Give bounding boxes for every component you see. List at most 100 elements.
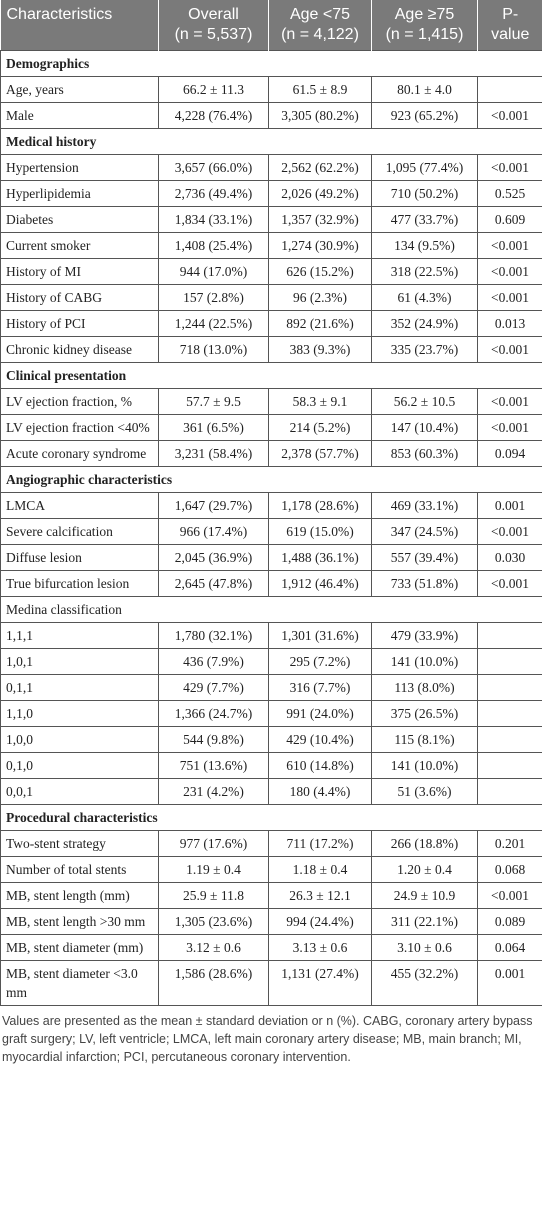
row-label: History of MI [0,258,159,285]
data-row: Diffuse lesion 2,045 (36.9%) 1,488 (36.1%)… [0,544,542,571]
subheading: Medina classification [0,596,542,623]
header-cell: Overall (n = 5,537) [158,0,269,51]
cell: 58.3 ± 9.1 [268,388,372,415]
cell: 295 (7.2%) [268,648,372,675]
cell: <0.001 [477,102,542,129]
cell: 214 (5.2%) [268,414,372,441]
header-text: (n = 1,415) [385,26,464,43]
data-row: 1,0,1 436 (7.9%) 295 (7.2%) 141 (10.0%) [0,648,542,675]
cell [477,674,542,701]
cell: 1.18 ± 0.4 [268,856,372,883]
cell: 113 (8.0%) [371,674,478,701]
header-text: Overall [188,6,239,23]
cell: 2,562 (62.2%) [268,154,372,181]
cell: 2,736 (49.4%) [158,180,269,207]
cell: 3.10 ± 0.6 [371,934,478,961]
cell: 544 (9.8%) [158,726,269,753]
section-title: Angiographic characteristics [0,466,542,493]
section-title: Medical history [0,128,542,155]
header-text: Characteristics [6,6,113,23]
cell: 80.1 ± 4.0 [371,76,478,103]
data-row: Current smoker 1,408 (25.4%) 1,274 (30.9%)… [0,232,542,259]
header-cell: Age <75 (n = 4,122) [268,0,372,51]
data-row: True bifurcation lesion 2,645 (47.8%) 1,91… [0,570,542,597]
cell: 733 (51.8%) [371,570,478,597]
cell: 0.030 [477,544,542,571]
cell: <0.001 [477,258,542,285]
data-row: 0,0,1 231 (4.2%) 180 (4.4%) 51 (3.6%) [0,778,542,805]
cell: 96 (2.3%) [268,284,372,311]
row-label: Hyperlipidemia [0,180,159,207]
cell: 711 (17.2%) [268,830,372,857]
cell [477,752,542,779]
row-label: True bifurcation lesion [0,570,159,597]
cell: 361 (6.5%) [158,414,269,441]
cell: 0.068 [477,856,542,883]
data-row: 1,1,0 1,366 (24.7%) 991 (24.0%) 375 (26.5%) [0,700,542,727]
row-label: Diabetes [0,206,159,233]
row-label: 0,1,0 [0,752,159,779]
cell: 266 (18.8%) [371,830,478,857]
cell: 619 (15.0%) [268,518,372,545]
data-row: LV ejection fraction <40% 361 (6.5%) 214 (… [0,414,542,441]
cell: 335 (23.7%) [371,336,478,363]
characteristics-table: Characteristics Overall (n = 5,537) Age <75… [0,0,542,1006]
cell: 1,274 (30.9%) [268,232,372,259]
cell: 4,228 (76.4%) [158,102,269,129]
header-cell: Characteristics [0,0,159,51]
cell: 2,026 (49.2%) [268,180,372,207]
row-label: Male [0,102,159,129]
cell: <0.001 [477,232,542,259]
cell [477,622,542,649]
cell: 231 (4.2%) [158,778,269,805]
cell: 66.2 ± 11.3 [158,76,269,103]
cell: 3.12 ± 0.6 [158,934,269,961]
section-title: Demographics [0,50,542,77]
header-row: Characteristics Overall (n = 5,537) Age <75… [0,0,542,51]
cell: 1,780 (32.1%) [158,622,269,649]
cell: 991 (24.0%) [268,700,372,727]
section-title: Clinical presentation [0,362,542,389]
cell: 0.001 [477,960,542,1006]
cell: 977 (17.6%) [158,830,269,857]
cell: 1,586 (28.6%) [158,960,269,1006]
cell: 141 (10.0%) [371,752,478,779]
cell: 61 (4.3%) [371,284,478,311]
data-row: 0,1,0 751 (13.6%) 610 (14.8%) 141 (10.0%) [0,752,542,779]
cell: 2,045 (36.9%) [158,544,269,571]
data-row: LMCA 1,647 (29.7%) 1,178 (28.6%) 469 (33.1%… [0,492,542,519]
cell: 375 (26.5%) [371,700,478,727]
cell [477,726,542,753]
cell: 141 (10.0%) [371,648,478,675]
row-label: Two-stent strategy [0,830,159,857]
data-row: Male 4,228 (76.4%) 3,305 (80.2%) 923 (65.2%… [0,102,542,129]
cell: 3,305 (80.2%) [268,102,372,129]
row-label: MB, stent length (mm) [0,882,159,909]
cell [477,76,542,103]
header-text: Age ≥75 [394,6,455,23]
data-row: Acute coronary syndrome 3,231 (58.4%) 2,37… [0,440,542,467]
cell: <0.001 [477,388,542,415]
cell: 1.20 ± 0.4 [371,856,478,883]
row-label: 0,1,1 [0,674,159,701]
cell: <0.001 [477,518,542,545]
cell: 0.064 [477,934,542,961]
section-row: Medical history [0,128,542,155]
cell: 436 (7.9%) [158,648,269,675]
cell: 3.13 ± 0.6 [268,934,372,961]
cell: 923 (65.2%) [371,102,478,129]
data-row: Diabetes 1,834 (33.1%) 1,357 (32.9%) 477 (3… [0,206,542,233]
row-label: Acute coronary syndrome [0,440,159,467]
cell: 1,647 (29.7%) [158,492,269,519]
cell: 180 (4.4%) [268,778,372,805]
cell: 1,488 (36.1%) [268,544,372,571]
cell: 318 (22.5%) [371,258,478,285]
cell: 347 (24.5%) [371,518,478,545]
cell: 1,366 (24.7%) [158,700,269,727]
cell: 1,178 (28.6%) [268,492,372,519]
cell: 24.9 ± 10.9 [371,882,478,909]
cell [477,778,542,805]
cell: 157 (2.8%) [158,284,269,311]
data-row: History of PCI 1,244 (22.5%) 892 (21.6%) 35… [0,310,542,337]
